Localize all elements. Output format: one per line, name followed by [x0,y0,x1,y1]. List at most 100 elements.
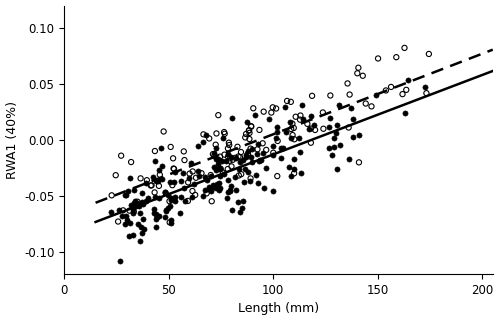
Point [150,211,158,216]
Point [176,210,184,215]
Point [219,170,227,175]
Point [330,144,338,149]
Point [287,99,295,104]
Point [161,190,169,195]
Point [246,130,254,135]
Point [242,152,250,158]
Point [245,128,253,133]
Point [265,117,273,122]
Point [292,114,300,119]
Point [116,258,124,263]
Point [237,150,245,155]
Point [210,164,218,169]
Point [194,173,202,178]
Point [252,152,260,157]
Point [286,174,294,179]
Point [262,165,270,170]
Point [198,139,206,144]
Point [224,196,232,201]
Point [298,103,306,108]
Point [119,208,127,213]
Point [235,173,243,178]
Point [425,51,433,56]
Point [224,154,232,159]
Point [202,133,209,138]
Point [280,145,287,150]
Point [278,156,285,161]
Point [244,169,252,174]
Point [226,158,234,163]
Point [150,207,158,212]
Point [229,157,237,162]
Point [242,167,250,172]
Point [350,116,358,121]
Point [152,178,160,183]
Point [188,169,196,174]
Point [287,135,295,141]
Point [136,239,144,244]
Point [222,158,230,163]
Point [246,179,254,184]
Point [166,197,174,202]
Point [236,154,244,160]
Point [220,129,228,134]
Point [368,104,376,109]
Point [328,152,336,157]
Point [219,136,227,141]
Point [162,190,170,195]
Point [151,195,159,200]
Point [274,138,281,143]
Point [349,135,357,140]
Point [252,172,260,178]
Point [155,167,163,172]
Point [269,189,277,194]
Point [134,222,142,227]
Point [178,170,186,176]
Point [148,183,156,188]
Point [116,207,124,212]
Point [274,125,281,130]
Point [216,185,224,190]
Point [298,170,306,175]
Point [335,102,343,108]
Point [238,158,246,163]
Point [169,156,177,161]
Point [209,152,217,157]
Point [220,171,228,176]
Point [149,174,157,179]
Point [215,187,223,193]
Point [290,166,298,171]
Point [107,210,115,215]
Point [192,175,200,180]
Point [245,128,253,133]
Point [404,77,412,82]
Point [422,91,430,96]
Point [311,127,319,133]
Point [140,227,148,232]
Point [248,159,256,164]
Point [216,173,224,178]
Point [166,221,174,226]
Point [355,160,363,165]
Point [295,135,303,140]
Point [215,158,223,163]
Point [131,199,139,204]
Point [136,176,144,181]
Point [204,187,212,192]
Point [398,91,406,97]
Point [180,149,188,154]
Point [216,167,224,172]
Point [126,208,134,213]
Point [152,159,160,164]
Point [152,217,160,222]
Point [128,202,136,207]
Point [248,124,256,129]
Point [214,180,222,185]
Point [202,188,209,193]
Point [121,221,129,226]
Point [273,129,281,134]
Point [238,198,246,203]
Point [246,136,254,142]
Point [310,123,318,128]
Point [242,135,250,140]
